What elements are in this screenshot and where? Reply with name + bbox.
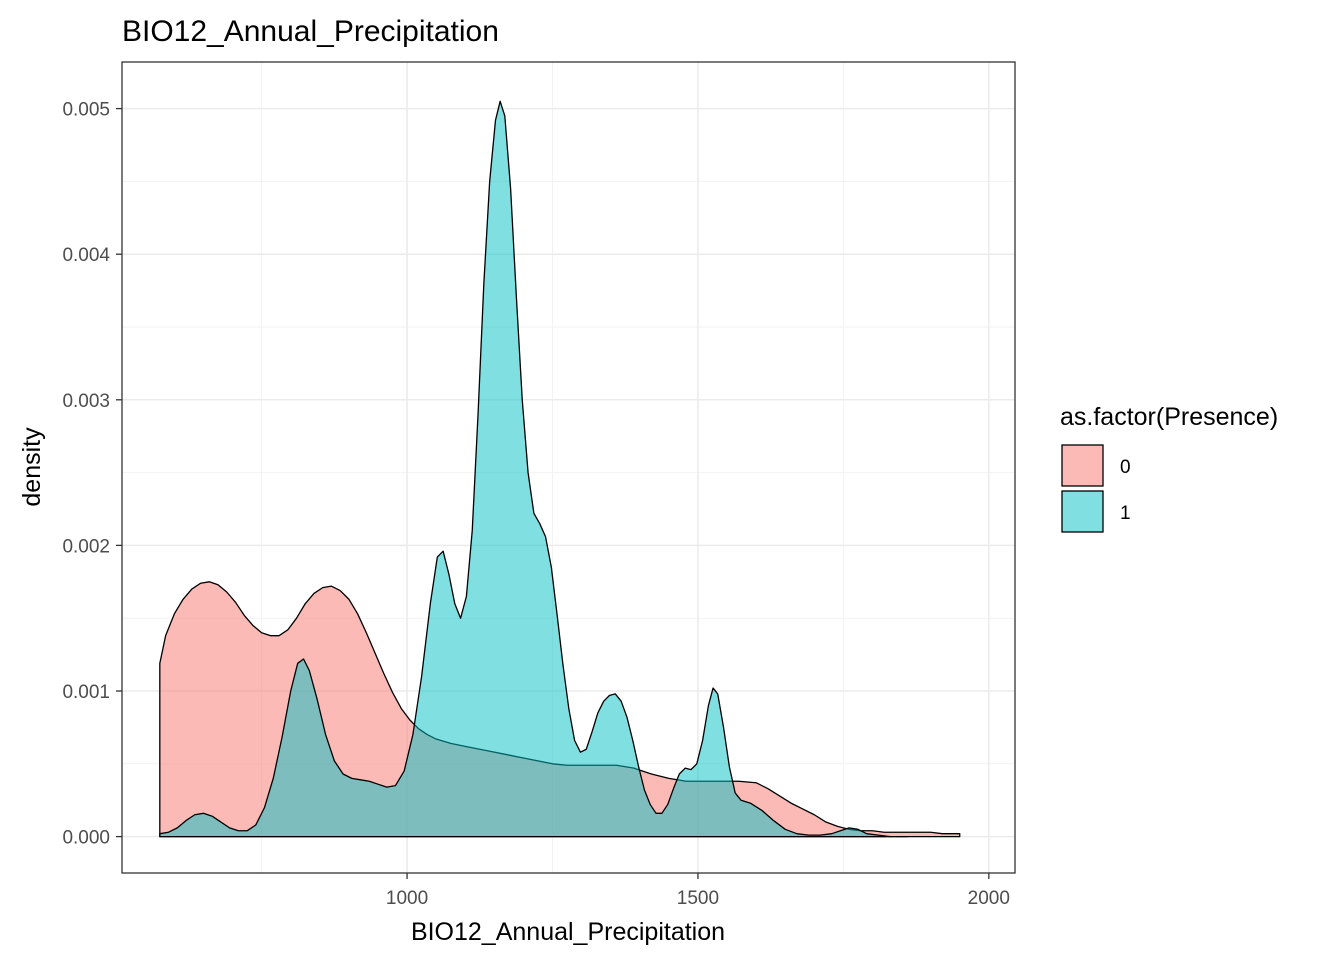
- y-tick-label: 0.002: [62, 536, 110, 557]
- x-axis-title: BIO12_Annual_Precipitation: [411, 918, 725, 946]
- y-tick-label: 0.003: [62, 391, 110, 412]
- x-tick-label: 1500: [677, 888, 719, 909]
- legend-items: 01: [1061, 444, 1131, 533]
- legend-label: 1: [1120, 503, 1131, 524]
- legend-title: as.factor(Presence): [1060, 403, 1278, 431]
- density-area-1: [159, 100, 909, 838]
- density-areas: [159, 100, 961, 838]
- panel-border: [121, 61, 1016, 874]
- legend: as.factor(Presence) 01: [1060, 403, 1278, 533]
- y-tick-label: 0.000: [62, 828, 110, 849]
- legend-key-1: [1061, 490, 1104, 533]
- chart-title: BIO12_Annual_Precipitation: [122, 15, 499, 48]
- legend-label: 0: [1120, 457, 1131, 478]
- x-tick-label: 1000: [386, 888, 428, 909]
- y-axis-title: density: [18, 427, 46, 507]
- legend-key-0: [1061, 444, 1104, 487]
- x-tick-label: 2000: [968, 888, 1010, 909]
- y-tick-label: 0.004: [62, 245, 110, 266]
- axis-ticks: 1000 1500 2000 0.000 0.001 0.002 0.003 0.004 0.0…: [62, 100, 1010, 909]
- y-tick-label: 0.005: [62, 100, 110, 121]
- y-tick-label: 0.001: [62, 682, 110, 703]
